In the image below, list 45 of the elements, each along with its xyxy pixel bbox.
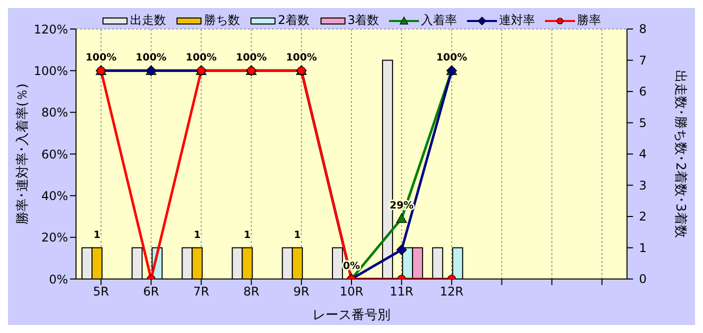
data-label: 1: [244, 230, 251, 241]
y-tick-label: 60%: [41, 147, 68, 162]
data-label: 100%: [236, 52, 267, 64]
legend-label: 勝率: [576, 12, 602, 29]
legend-label: 3着数: [346, 12, 380, 29]
y-tick-label: 80%: [41, 106, 68, 120]
y-tick-label: 20%: [41, 230, 68, 245]
legend-label: 2着数: [276, 12, 310, 29]
y2-tick-label: 0: [639, 272, 647, 286]
x-tick-label: 9R: [293, 284, 310, 299]
y2-tick-label: 5: [639, 116, 647, 130]
data-label: 1: [94, 230, 101, 241]
data-label: 100%: [86, 52, 116, 64]
data-label: 1: [194, 230, 201, 241]
y2-tick-label: 2: [639, 210, 647, 224]
data-label: 100%: [286, 52, 317, 64]
y2-tick-label: 8: [639, 22, 647, 36]
y2-tick-label: 1: [639, 240, 647, 255]
x-tick-label: 10R: [340, 284, 364, 299]
legend-label: 勝ち数: [202, 12, 240, 29]
legend-label: 入着率: [420, 12, 458, 29]
x-tick-label: 12R: [440, 284, 464, 299]
x-tick-label: 11R: [390, 284, 414, 299]
x-tick-label: 6R: [143, 284, 160, 299]
y-tick-label: 40%: [41, 188, 68, 203]
y-tick-label: 100%: [34, 64, 68, 78]
y2-tick-label: 3: [639, 178, 647, 192]
data-label: 1: [294, 230, 301, 241]
x-tick-label: 7R: [193, 284, 210, 299]
data-label: 100%: [186, 52, 217, 64]
legend-label: 出走数: [128, 12, 166, 29]
x-tick-label: 5R: [93, 284, 110, 299]
y-tick-label: 120%: [34, 22, 68, 36]
y2-tick-label: 7: [639, 53, 647, 68]
y2-tick-label: 6: [639, 84, 647, 98]
y-axis-title: 勝率･連対率･入着率(％): [14, 83, 31, 225]
data-label: 100%: [136, 52, 167, 64]
legend-label: 連対率: [498, 12, 536, 29]
x-axis-title: レース番号別: [312, 308, 390, 323]
y2-axis-title: 出走数･勝ち数･2着数･3着数: [672, 70, 688, 238]
point: [396, 213, 407, 223]
data-label: 100%: [436, 52, 468, 64]
x-tick-label: 8R: [243, 284, 260, 299]
y2-tick-label: 4: [639, 147, 647, 161]
y-tick-label: 0%: [48, 272, 68, 286]
